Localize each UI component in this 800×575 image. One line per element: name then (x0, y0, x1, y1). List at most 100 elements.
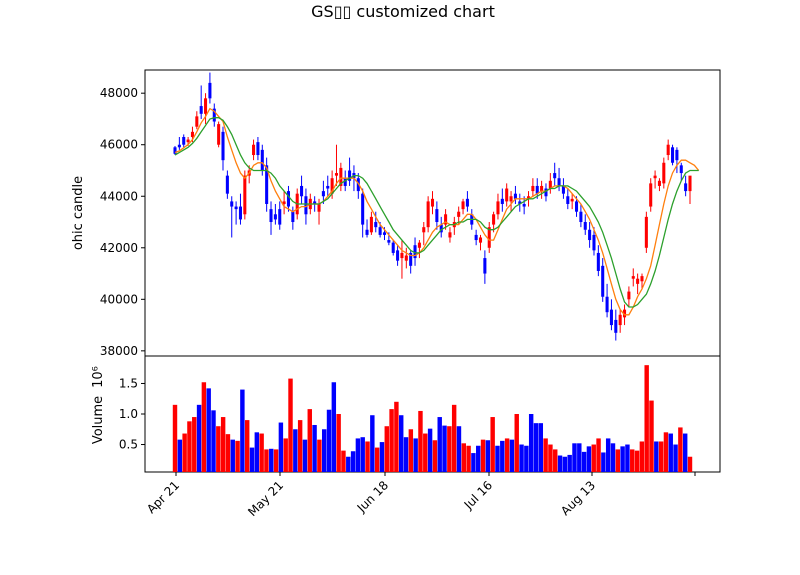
candle-body (636, 278, 640, 284)
candle-body (282, 201, 286, 204)
candle-body (487, 227, 491, 248)
candle (374, 211, 378, 233)
price-axes: ohic candle 38000 40000 42000 44000 46000 480… (71, 69, 721, 358)
candle (666, 139, 670, 161)
candle (644, 211, 648, 253)
candle-body (644, 216, 648, 248)
candle (540, 180, 544, 199)
candle-body (387, 240, 391, 243)
candle-body (640, 276, 644, 282)
volume-bar (572, 443, 577, 472)
candle (478, 234, 483, 251)
candle (204, 93, 208, 125)
candle-body (221, 131, 225, 161)
candle-body (439, 224, 443, 233)
candle (339, 162, 343, 192)
volume-y-tick-label: 0.5 (119, 438, 138, 452)
candle-body (343, 178, 347, 186)
candle (500, 188, 504, 212)
candle-body (518, 201, 522, 204)
candle-body (422, 227, 426, 233)
candle (265, 157, 269, 212)
volume-bar (432, 440, 438, 472)
volume-bar (225, 434, 231, 472)
candle-body (225, 175, 229, 194)
candle-body (326, 185, 330, 189)
volume-bar (509, 439, 515, 472)
candle-body (217, 124, 221, 145)
volume-bar (235, 440, 240, 472)
volume-bar (259, 433, 264, 472)
candle-body (195, 116, 199, 127)
candle-body (300, 185, 304, 197)
candle (596, 245, 600, 277)
candle-body (330, 178, 334, 194)
volume-bar (273, 449, 279, 472)
volume-bar (630, 449, 635, 472)
volume-bar (341, 450, 346, 472)
candle (177, 136, 181, 150)
candle (334, 144, 339, 186)
candle-body (605, 296, 609, 313)
volume-bar (230, 439, 235, 472)
price-y-tick-label: 38000 (100, 344, 138, 358)
x-tick-label: Jun 18 (354, 478, 391, 515)
volume-bar (620, 446, 625, 472)
candle-body (269, 209, 273, 223)
volume-bar (682, 433, 688, 472)
volume-bar (514, 414, 519, 472)
volume-bar (312, 424, 317, 472)
candle-body (483, 258, 487, 274)
volume-bar (605, 438, 611, 472)
volume-bar (187, 421, 192, 472)
candle (531, 178, 535, 197)
candle (640, 273, 644, 290)
candle (413, 237, 417, 266)
candle-body (649, 183, 653, 207)
candle-body (256, 142, 260, 156)
candle (483, 250, 487, 284)
candle-body (474, 234, 478, 241)
candle (435, 201, 439, 230)
volume-bar (283, 438, 288, 472)
candle-body (369, 216, 373, 233)
volume-bar (360, 437, 365, 472)
volume-bar (500, 440, 505, 472)
candle (396, 245, 400, 266)
candle-body (500, 198, 504, 204)
candle (566, 188, 570, 210)
volume-y-ticks: 0.5 1.0 1.5 (119, 376, 145, 452)
candle (452, 216, 456, 235)
volume-bar (466, 445, 471, 472)
candle-body (614, 319, 618, 333)
candle (492, 211, 496, 233)
volume-bar (307, 409, 312, 472)
candle-body (671, 147, 675, 163)
candle (636, 273, 640, 295)
candle-body (601, 265, 605, 297)
candle (627, 286, 631, 308)
candle (548, 173, 552, 194)
volume-axes: Volume 10⁶ 0.5 1.0 1.5 Apr 21 May 21 Jun 18 J… (91, 355, 721, 519)
volume-bar (399, 415, 404, 472)
candle (182, 134, 186, 148)
volume-bar (177, 439, 183, 472)
candle (173, 146, 177, 156)
volume-bar (476, 445, 481, 472)
candle-body (334, 173, 339, 176)
candle (444, 209, 448, 230)
candle-body (513, 193, 517, 199)
candle-body (313, 201, 317, 204)
x-tick-label: Aug 13 (558, 478, 598, 518)
volume-bar (201, 382, 207, 472)
candle-body (675, 149, 679, 161)
volume-bar (269, 448, 274, 472)
volume-bar (326, 409, 332, 472)
candle-body (579, 211, 583, 223)
x-tick-label: Jul 16 (461, 478, 495, 512)
price-y-tick-label: 40000 (100, 292, 138, 306)
candle (252, 139, 256, 161)
candle-body (391, 242, 395, 253)
candle-body (544, 188, 548, 197)
volume-bar (427, 428, 433, 472)
